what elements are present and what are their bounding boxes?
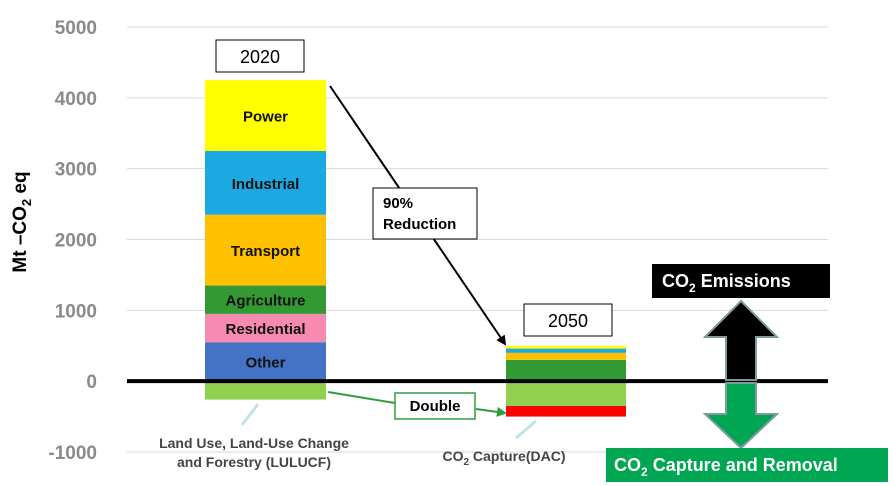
bar-segment-2050-transport [506,352,626,360]
emissions-arrow-icon [702,299,780,381]
y-tick-label: -1000 [48,443,97,464]
y-tick-label: 5000 [55,18,97,39]
dac-caption-sub: 2 [463,457,469,468]
legend-capture-label: CO2 Capture and Removal [614,455,838,479]
dac-pointer [515,419,537,440]
segment-label-industrial: Industrial [232,176,300,193]
segment-label-other: Other [245,355,285,372]
double-arrow-line-b [475,406,507,417]
segment-label-power: Power [243,109,288,126]
legend-emissions-label: CO2 Emissions [662,271,791,295]
lulucf-caption-line1: Land Use, Land-Use Change [159,435,349,451]
year-box-2020: 2020 [215,39,305,73]
bar-segment-2020-agriculture [205,285,326,314]
double-callout: Double [394,392,476,420]
bar-segment-2020-other [205,342,326,382]
capture-arrow-icon [702,382,780,450]
bar-negative-2020-0 [205,381,326,400]
reduction-callout: 90% Reduction [372,187,478,240]
bar-negative-2050-0 [506,381,626,406]
legend-capture-sub: 2 [641,465,648,479]
y-tick-label: 2000 [55,231,97,252]
bar-segment-2020-residential [205,313,326,343]
dac-caption: CO2 Capture(DAC) [442,448,565,468]
y-tick-label: 1000 [55,301,97,322]
segment-label-transport: Transport [231,243,300,260]
bar-segment-2050-industrial [506,348,626,353]
segment-label-agriculture: Agriculture [225,293,305,310]
lulucf-caption-line2: and Forestry (LULUCF) [177,454,331,470]
bar-segment-2020-industrial [205,150,326,215]
year-box-2050: 2050 [523,303,613,337]
double-label: Double [410,398,461,415]
bars [205,80,626,417]
year-label-2020: 2020 [240,47,280,67]
reduction-label-percent: 90% [383,195,413,212]
segment-labels: Other Residential Agriculture Transport Indu… [225,109,305,372]
legend-capture: CO2 Capture and Removal [606,448,888,482]
bar-negative-2050-1 [506,405,626,417]
legend-emissions-sub: 2 [689,281,696,295]
y-axis-label-sub: 2 [19,199,34,206]
y-tick-label: 4000 [55,89,97,110]
reduction-label-text: Reduction [383,216,456,233]
double-arrow-line-a [327,391,396,404]
lulucf-pointer [240,403,260,426]
year-label-2050: 2050 [548,311,588,331]
bar-segment-2020-transport [205,214,326,286]
bar-segment-2050-agriculture [506,359,626,382]
y-axis-label: Mt –CO2 eq [10,171,34,272]
legend-emissions: CO2 Emissions [652,264,830,298]
y-axis-ticks: 5000 4000 3000 2000 1000 0 -1000 [48,18,97,464]
bar-segment-2020-power [205,80,326,151]
y-tick-label: 3000 [55,160,97,181]
bar-segment-2050-power [506,345,626,349]
y-tick-label: 0 [86,372,97,393]
segment-label-residential: Residential [225,321,305,338]
